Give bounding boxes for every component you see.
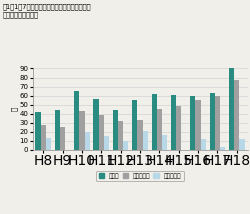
Bar bbox=[104, 136, 109, 150]
Bar bbox=[210, 93, 215, 150]
Bar bbox=[60, 127, 65, 150]
Bar bbox=[196, 100, 201, 150]
Bar bbox=[99, 114, 104, 150]
Legend: 総件数, 一般廃棄物, 産業廃棄物: 総件数, 一般廃棄物, 産業廃棄物 bbox=[96, 171, 184, 181]
Bar bbox=[240, 139, 245, 150]
Bar bbox=[152, 94, 157, 150]
Bar bbox=[142, 131, 148, 150]
Bar bbox=[94, 99, 99, 150]
Bar bbox=[132, 100, 138, 150]
Bar bbox=[220, 147, 225, 150]
Bar bbox=[123, 141, 128, 150]
Bar bbox=[157, 109, 162, 150]
Bar bbox=[201, 139, 206, 150]
Bar bbox=[190, 97, 196, 150]
Text: 図1－1－7　廃棄物の不法投棄・不適正処理に
係る検挙件数の推移: 図1－1－7 廃棄物の不法投棄・不適正処理に 係る検挙件数の推移 bbox=[2, 3, 91, 18]
Bar bbox=[162, 135, 167, 150]
Bar bbox=[55, 110, 60, 150]
Bar bbox=[40, 125, 46, 150]
Bar bbox=[118, 121, 123, 150]
Bar bbox=[234, 80, 239, 150]
Bar bbox=[229, 68, 234, 150]
Bar bbox=[176, 106, 181, 150]
Bar bbox=[74, 91, 79, 150]
Bar bbox=[46, 138, 51, 150]
Bar bbox=[113, 110, 118, 150]
Y-axis label: 件: 件 bbox=[11, 107, 18, 111]
Bar bbox=[171, 95, 176, 150]
Bar bbox=[35, 112, 41, 150]
Bar bbox=[84, 132, 90, 150]
Bar bbox=[215, 96, 220, 150]
Bar bbox=[79, 111, 84, 150]
Bar bbox=[138, 120, 142, 150]
